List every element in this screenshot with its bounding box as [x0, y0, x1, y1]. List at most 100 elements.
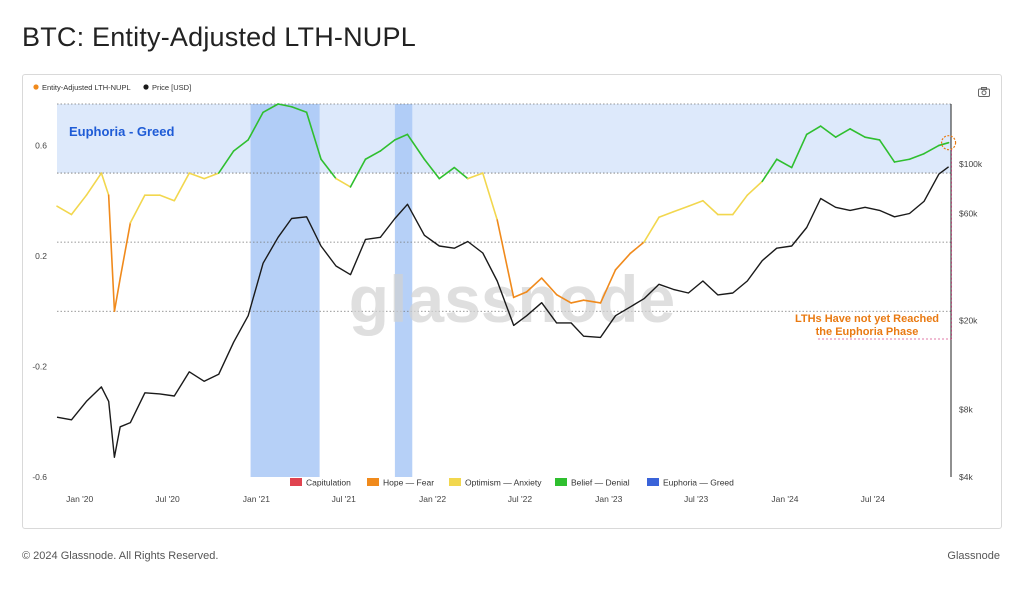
watermark: glassnode: [349, 262, 675, 336]
nupl-segment: [893, 158, 911, 163]
nupl-segment: [790, 133, 808, 169]
x-tick: Jan '24: [771, 494, 798, 504]
nupl-segment: [599, 268, 617, 304]
x-tick: Jan '20: [66, 494, 93, 504]
euphoria-band-label: Euphoria - Greed: [69, 124, 175, 139]
euphoria-band: [57, 104, 951, 174]
nupl-segment: [85, 172, 103, 196]
nupl-segment: [173, 172, 191, 202]
x-tick: Jan '22: [419, 494, 446, 504]
nupl-segment: [732, 194, 749, 216]
legend-bottom-swatch: [555, 478, 567, 486]
nupl-segment: [496, 219, 515, 299]
y-left-tick: -0.2: [32, 361, 47, 371]
nupl-segment: [305, 111, 322, 161]
price-line: [56, 166, 950, 458]
y-right-tick: $4k: [959, 472, 973, 482]
x-tick: Jan '21: [243, 494, 270, 504]
legend-top-label: Price [USD]: [152, 83, 191, 92]
y-right-tick: $8k: [959, 405, 973, 415]
nupl-segment: [702, 199, 719, 216]
nupl-segment: [525, 277, 543, 293]
nupl-segment: [582, 299, 602, 304]
nupl-segment: [364, 150, 382, 161]
nupl-segment: [629, 241, 645, 254]
legend-bottom-swatch: [367, 478, 379, 486]
y-left-tick: 0.6: [35, 140, 47, 150]
nupl-segment: [923, 144, 940, 155]
nupl-segment: [687, 199, 704, 208]
brand-name: Glassnode: [947, 550, 1000, 562]
legend-bottom-label: Capitulation: [306, 478, 351, 488]
nupl-segment: [849, 128, 866, 138]
highlight-period-2: [394, 104, 413, 477]
legend-bottom-swatch: [290, 478, 302, 486]
nupl-segment: [570, 299, 585, 304]
nupl-segment: [908, 152, 925, 161]
page-title: BTC: Entity-Adjusted LTH-NUPL: [22, 22, 416, 52]
nupl-segment: [466, 172, 484, 180]
nupl-segment: [746, 180, 764, 196]
nupl-segment: [290, 105, 308, 114]
nupl-segment: [70, 194, 88, 216]
nupl-segment: [113, 277, 122, 313]
legend-bottom-swatch: [647, 478, 659, 486]
nupl-segment: [100, 172, 110, 196]
nupl-segment: [614, 252, 632, 271]
nupl-segment: [834, 128, 851, 138]
nupl-segment: [878, 139, 896, 163]
nupl-segment: [819, 125, 837, 138]
nupl-segment: [320, 158, 337, 180]
y-right-tick: $20k: [959, 315, 978, 325]
y-right-tick: $100k: [959, 159, 983, 169]
legend-bottom-label: Hope — Fear: [383, 478, 434, 488]
nupl-segment: [481, 172, 499, 221]
nupl-segment: [188, 172, 206, 180]
legend-top-marker: [33, 84, 39, 90]
nupl-segment: [159, 194, 176, 202]
nupl-segment: [864, 136, 881, 141]
nupl-segment: [555, 293, 572, 304]
nupl-segment: [277, 103, 293, 108]
legend-bottom-swatch: [449, 478, 461, 486]
legend-bottom-label: Optimism — Anxiety: [465, 478, 542, 488]
nupl-segment: [379, 139, 396, 152]
y-right-tick: $60k: [959, 209, 978, 219]
highlight-period-1: [250, 104, 320, 477]
nupl-segment: [406, 133, 426, 161]
nupl-segment: [247, 111, 264, 141]
nupl-segment: [672, 205, 690, 213]
nupl-segment: [423, 158, 441, 180]
x-tick: Jul '22: [508, 494, 533, 504]
nupl-segment: [119, 222, 132, 279]
legend-bottom-label: Belief — Denial: [571, 478, 630, 488]
x-tick: Jul '23: [684, 494, 709, 504]
camera-icon[interactable]: [978, 84, 990, 102]
annotation-text-2: the Euphoria Phase: [816, 326, 919, 338]
nupl-segment: [129, 194, 146, 224]
nupl-segment: [349, 158, 367, 188]
annotation-text-1: LTHs Have not yet Reached: [795, 313, 939, 325]
nupl-segment: [643, 216, 660, 243]
nupl-segment: [775, 158, 793, 169]
y-left-tick: 0.2: [35, 251, 47, 261]
nupl-segment: [203, 172, 220, 180]
nupl-segment: [262, 103, 279, 114]
nupl-segment: [335, 177, 352, 188]
nupl-segment: [438, 166, 456, 180]
nupl-segment: [217, 150, 235, 174]
legend-top-marker: [143, 84, 149, 90]
nupl-segment: [453, 166, 469, 180]
nupl-segment: [512, 291, 528, 299]
legend-top-label: Entity-Adjusted LTH-NUPL: [42, 83, 131, 92]
nupl-segment: [394, 133, 409, 141]
nupl-segment: [107, 194, 116, 313]
nupl-segment: [938, 141, 950, 147]
nupl-segment: [658, 210, 675, 219]
nupl-segment: [805, 125, 822, 136]
nupl-segment: [56, 205, 73, 216]
x-tick: Jul '20: [155, 494, 180, 504]
x-tick: Jul '21: [332, 494, 357, 504]
nupl-segment: [540, 277, 558, 296]
